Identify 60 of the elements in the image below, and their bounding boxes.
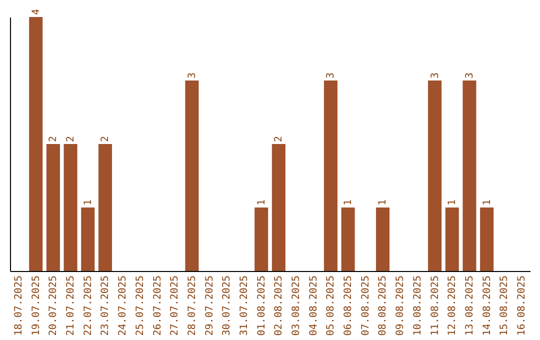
data-label: 1: [447, 199, 458, 206]
data-label: 1: [256, 199, 268, 206]
x-tick-label: 31.07.2025: [238, 276, 250, 336]
data-label: 3: [430, 72, 441, 78]
x-tick-label: 01.08.2025: [256, 276, 268, 336]
x-tick-label: 20.07.2025: [48, 276, 60, 336]
x-tick-label: 10.08.2025: [412, 276, 424, 336]
data-label: 3: [186, 72, 198, 78]
bar: [46, 144, 60, 271]
x-tick-label: 24.07.2025: [118, 276, 129, 336]
data-label: 1: [378, 199, 389, 206]
bar: [98, 144, 112, 271]
data-label: 2: [66, 136, 77, 142]
x-tick-label: 18.07.2025: [14, 276, 24, 336]
data-label: 1: [82, 199, 94, 206]
x-tick-label: 30.07.2025: [222, 276, 233, 336]
x-tick-label: 28.07.2025: [186, 276, 198, 336]
x-tick-label: 14.08.2025: [482, 276, 493, 336]
x-tick-label: 13.08.2025: [464, 276, 476, 336]
bar: [185, 80, 199, 271]
bar: [81, 208, 95, 271]
x-tick-label: 03.08.2025: [291, 276, 302, 336]
x-tick-label: 29.07.2025: [204, 276, 216, 336]
data-label: 2: [100, 136, 112, 142]
x-tick-label: 21.07.2025: [66, 276, 77, 336]
x-tick-label: 27.07.2025: [170, 276, 181, 336]
data-label: 1: [343, 199, 354, 206]
data-label: 2: [48, 136, 60, 142]
bar: [341, 208, 355, 271]
bar: [272, 144, 286, 271]
bar: [64, 144, 78, 271]
bar: [324, 80, 338, 271]
bar: [445, 208, 459, 271]
x-tick-label: 02.08.2025: [274, 276, 285, 336]
x-tick-label: 22.07.2025: [82, 276, 94, 336]
x-tick-label: 12.08.2025: [447, 276, 458, 336]
x-tick-label: 11.08.2025: [430, 276, 441, 336]
x-tick-label: 16.08.2025: [516, 276, 528, 336]
data-label: 2: [274, 136, 285, 142]
x-tick-label: 25.07.2025: [134, 276, 146, 336]
x-tick-label: 07.08.2025: [360, 276, 372, 336]
data-label: 3: [326, 72, 337, 78]
x-tick-label: 04.08.2025: [308, 276, 320, 336]
bar: [480, 208, 494, 271]
x-tick-label: 15.08.2025: [499, 276, 510, 336]
x-tick-label: 09.08.2025: [395, 276, 406, 336]
x-tick-label: 05.08.2025: [326, 276, 337, 336]
x-tick-label: 26.07.2025: [152, 276, 164, 336]
bar: [376, 208, 390, 271]
bar: [462, 80, 476, 271]
x-tick-label: 06.08.2025: [343, 276, 354, 336]
data-label: 1: [482, 199, 493, 206]
x-tick-label: 23.07.2025: [100, 276, 112, 336]
bar: [254, 208, 268, 271]
bar: [428, 80, 442, 271]
x-tick-label: 19.07.2025: [30, 276, 42, 336]
data-label: 3: [464, 72, 476, 78]
data-label: 4: [30, 8, 42, 15]
x-tick-label: 08.08.2025: [378, 276, 389, 336]
bar: [29, 17, 43, 271]
